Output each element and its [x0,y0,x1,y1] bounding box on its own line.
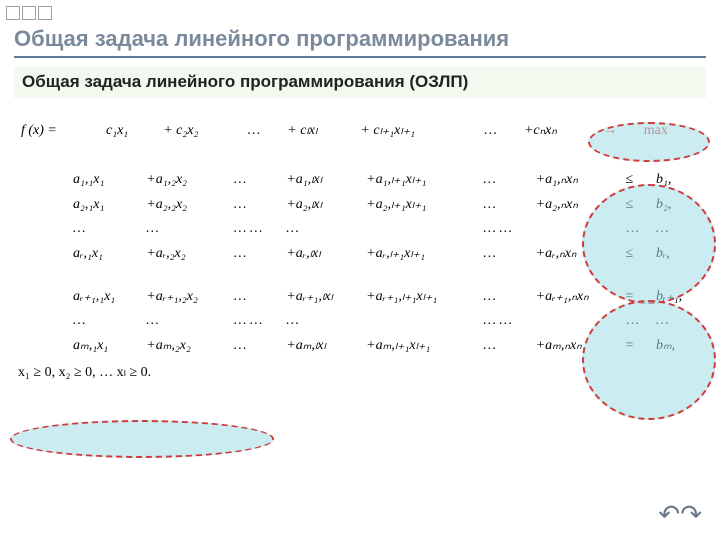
constraint-cell: aₘ,₁x₁ [70,333,143,358]
highlight-ellipse [582,184,716,304]
subtitle-text: Общая задача линейного программирования … [22,72,468,91]
constraint-cell: +a₂,₂x₂ [143,192,231,217]
constraint-cell: … [231,284,283,309]
obj-c2: + c₂x₂ [160,118,243,143]
obj-cl1: + cₗ₊₁xₗ₊₁ [357,118,480,143]
obj-dots2: … [480,118,521,143]
constraint-cell: … [231,167,283,192]
corner-decor [6,6,54,25]
constraint-cell: +aᵣ₊₁,ₗxₗ [283,284,363,309]
page-title: Общая задача линейного программирования [14,26,706,58]
obj-dots1: … [244,118,285,143]
constraint-cell: +a₂,ₗxₗ [283,192,363,217]
constraint-cell: … [480,241,532,266]
constraint-cell: +a₂,ₗ₊₁xₗ₊₁ [363,192,480,217]
constraint-cell: … [480,284,532,309]
constraint-cell: … [231,192,283,217]
highlight-ellipse [582,300,716,420]
constraint-cell: +a₁,ₗ₊₁xₗ₊₁ [363,167,480,192]
constraint-cell: … [480,192,532,217]
return-icon[interactable]: ↶↷ [658,500,702,530]
constraint-cell: … [283,217,363,241]
constraint-cell: … [231,241,283,266]
constraint-cell: … [480,167,532,192]
constraint-cell: … [70,309,143,333]
constraint-cell: a₁,₁x₁ [70,167,143,192]
constraint-cell: a₂,₁x₁ [70,192,143,217]
constraint-cell [363,217,480,241]
constraint-cell: … [480,333,532,358]
constraint-cell: +aₘ,₂x₂ [143,333,231,358]
constraint-cell: … [283,309,363,333]
constraint-cell: +a₁,ₙxₙ [533,167,623,192]
constraint-cell: +aₘ,ₗxₗ [283,333,363,358]
constraint-cell: … … [480,309,532,333]
constraint-cell [363,309,480,333]
constraint-cell: … [231,333,283,358]
constraint-cell: … … [231,309,283,333]
constraint-cell: aᵣ,₁x₁ [70,241,143,266]
constraint-cell: … … [480,217,532,241]
constraint-cell: +aᵣ,ₗ₊₁xₗ₊₁ [363,241,480,266]
subtitle-bar: Общая задача линейного программирования … [14,66,706,98]
constraint-cell: +a₁,ₗxₗ [283,167,363,192]
obj-cl: + cₗxₗ [284,118,357,143]
constraint-cell: … … [231,217,283,241]
obj-lhs: f (x) = [18,118,103,143]
constraint-cell: aᵣ₊₁,₁x₁ [70,284,143,309]
constraint-cell: … [143,309,231,333]
constraint-cell: … [143,217,231,241]
obj-c1: c₁x₁ [103,118,160,143]
constraint-cell: +aₘ,ₗ₊₁xₗ₊₁ [363,333,480,358]
constraint-cell: +a₁,₂x₂ [143,167,231,192]
constraint-cell: +aᵣ₊₁,₂x₂ [143,284,231,309]
constraint-cell: +aᵣ₊₁,ₗ₊₁xₗ₊₁ [363,284,480,309]
constraint-cell: +aᵣ,₂x₂ [143,241,231,266]
constraint-cell: +aᵣ,ₗxₗ [283,241,363,266]
highlight-ellipse [10,420,274,458]
highlight-ellipse [588,122,710,162]
constraint-cell: … [70,217,143,241]
